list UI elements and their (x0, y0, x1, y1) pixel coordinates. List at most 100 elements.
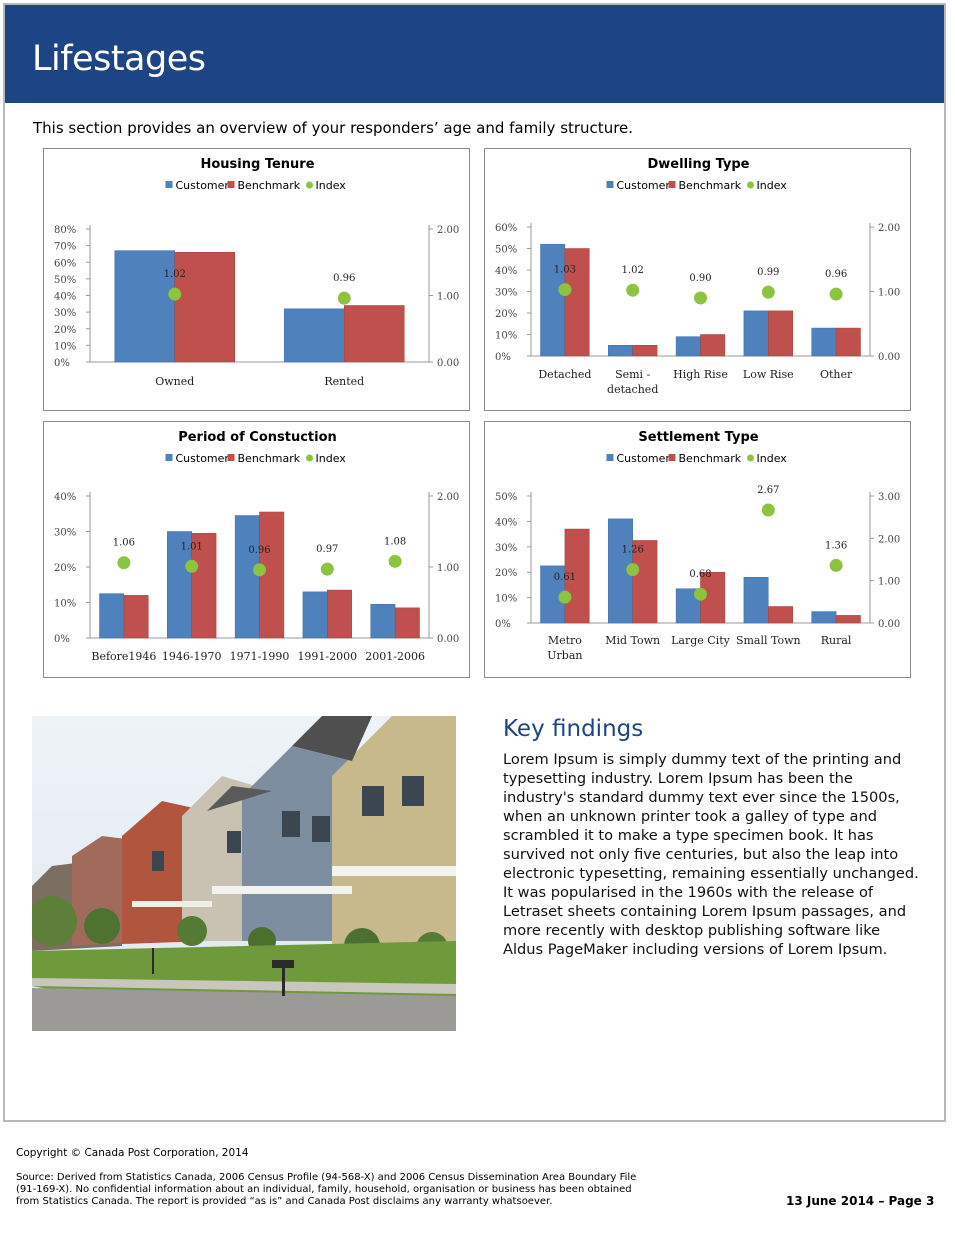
index-data-label: 1.01 (181, 541, 203, 552)
benchmark-bar (768, 606, 793, 624)
y2-tick-label: 2.00 (878, 534, 900, 545)
category-label: 1971-1990 (230, 650, 290, 663)
index-data-label: 0.99 (757, 267, 779, 278)
index-data-label: 0.97 (316, 544, 338, 555)
category-label: Metro (548, 634, 582, 647)
index-data-label: 1.02 (622, 265, 644, 276)
index-data-label: 1.03 (554, 265, 576, 276)
y-tick-label: 40% (54, 492, 76, 503)
y-tick-label: 30% (54, 528, 76, 539)
benchmark-bar (327, 589, 352, 639)
copyright-text: Copyright © Canada Post Corporation, 201… (16, 1147, 249, 1159)
legend-customer-swatch (165, 454, 173, 461)
customer-bar (811, 611, 837, 624)
index-data-label: 1.26 (622, 545, 644, 556)
y-tick-label: 0% (495, 352, 511, 363)
category-label: Detached (538, 368, 591, 381)
legend-index-marker (306, 454, 313, 462)
chart-svg: Settlement Type Customer Benchmark Index 0% 1… (495, 430, 900, 662)
category-label: 1946-1970 (162, 650, 222, 663)
y2-tick-label: 3.00 (878, 492, 900, 503)
legend-benchmark-swatch (227, 454, 235, 461)
index-data-label: 0.96 (333, 273, 355, 284)
customer-bar (370, 604, 396, 639)
index-point (761, 503, 775, 517)
y-tick-label: 30% (495, 543, 517, 554)
chart-title: Dwelling Type (648, 157, 750, 172)
category-label: Small Town (736, 634, 801, 647)
section-header: Lifestages (5, 5, 944, 103)
benchmark-bar (835, 615, 861, 624)
customer-bar (743, 577, 769, 624)
category-label: Semi - (615, 368, 650, 381)
y2-tick-label: 1.00 (878, 577, 900, 588)
benchmark-bar (123, 595, 149, 639)
legend-customer-label: Customer (617, 452, 671, 465)
category-label: 2001-2006 (365, 650, 425, 663)
y-tick-label: 80% (54, 225, 76, 236)
benchmark-bar (700, 334, 726, 357)
legend-benchmark-swatch (668, 181, 676, 188)
chart-svg: Period of Constuction Customer Benchmark In… (54, 430, 459, 663)
benchmark-bar (174, 252, 235, 363)
index-data-label: 2.67 (757, 485, 779, 496)
customer-bar (167, 531, 192, 639)
category-label: Other (820, 368, 853, 381)
y-tick-label: 70% (54, 242, 76, 253)
customer-bar (811, 327, 837, 357)
y-tick-label: 10% (495, 331, 517, 342)
y-tick-label: 10% (54, 599, 76, 610)
index-data-label: 1.06 (113, 538, 135, 549)
category-label: 1991-2000 (297, 650, 357, 663)
category-label: Low Rise (743, 368, 794, 381)
y-tick-label: 20% (54, 563, 76, 574)
legend-customer-swatch (606, 181, 614, 188)
index-point (626, 563, 640, 577)
y-tick-label: 20% (495, 309, 517, 320)
category-label: High Rise (673, 368, 728, 381)
legend-index-marker (747, 181, 754, 189)
legend-index-marker (747, 454, 754, 462)
index-point (117, 556, 131, 570)
index-point (694, 291, 707, 305)
settlement-type-chart: Settlement Type Customer Benchmark Index 0% 1… (484, 421, 911, 678)
y-tick-label: 0% (54, 358, 70, 369)
category-label: Urban (547, 649, 582, 662)
benchmark-bar (191, 533, 217, 639)
legend-customer-swatch (606, 454, 614, 461)
y-tick-label: 40% (495, 266, 517, 277)
category-label: detached (607, 383, 658, 396)
benchmark-bar (835, 327, 861, 357)
index-point (829, 287, 843, 301)
key-findings-title: Key findings (503, 716, 644, 742)
category-label: Large City (671, 634, 731, 647)
y-tick-label: 20% (495, 568, 517, 579)
benchmark-bar (344, 305, 405, 363)
index-data-label: 0.90 (689, 273, 711, 284)
benchmark-bar (564, 248, 590, 357)
category-label: Rented (324, 375, 364, 388)
chart-title: Period of Constuction (178, 430, 337, 445)
legend-customer-label: Customer (617, 179, 671, 192)
chart-svg: Dwelling Type Customer Benchmark Index 0% 10%… (495, 157, 900, 396)
index-data-label: 1.08 (384, 536, 406, 547)
legend-benchmark-label: Benchmark (238, 452, 301, 465)
y2-tick-label: 2.00 (878, 223, 900, 234)
category-label: Mid Town (605, 634, 660, 647)
customer-bar (114, 250, 175, 363)
y2-tick-label: 0.00 (878, 619, 900, 630)
y-tick-label: 40% (54, 292, 76, 303)
category-label: Before1946 (91, 650, 156, 663)
index-data-label: 0.61 (554, 572, 576, 583)
dwelling-type-chart: Dwelling Type Customer Benchmark Index 0% 10%… (484, 148, 911, 411)
period-of-construction-chart: Period of Constuction Customer Benchmark In… (43, 421, 470, 678)
page-frame (3, 3, 946, 1122)
legend-customer-swatch (165, 181, 173, 188)
index-point (388, 554, 402, 568)
legend-benchmark-label: Benchmark (238, 179, 301, 192)
legend-index-label: Index (757, 179, 788, 192)
y-tick-label: 50% (495, 245, 517, 256)
index-point (168, 287, 182, 301)
y-tick-label: 40% (495, 517, 517, 528)
index-point (320, 562, 334, 576)
